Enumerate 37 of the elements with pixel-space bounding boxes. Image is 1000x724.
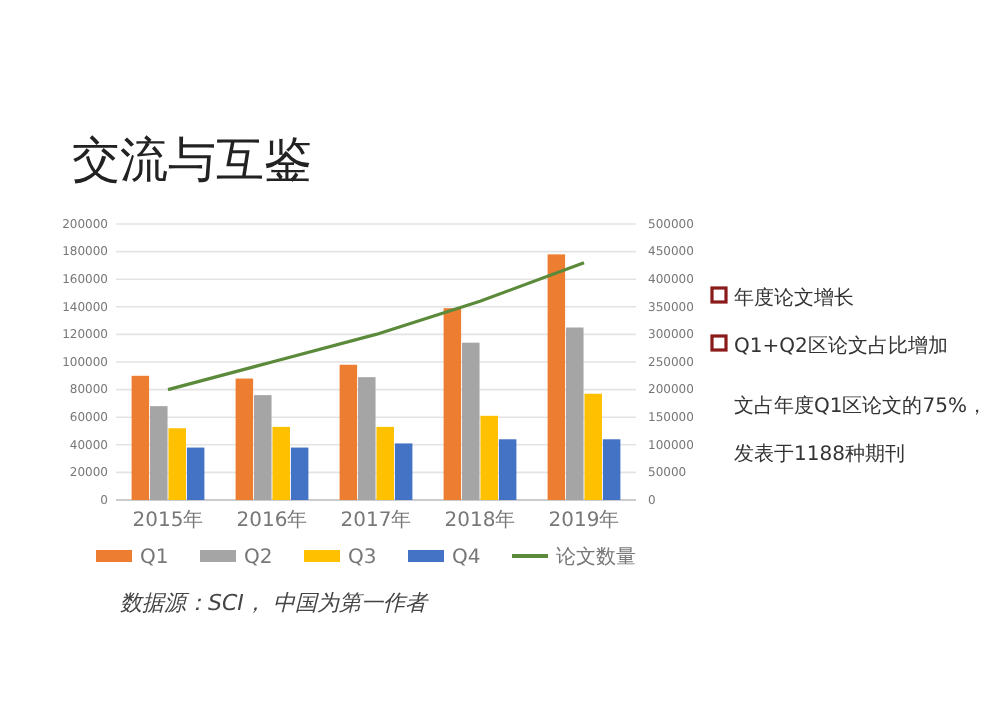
x-tick-label: 2019年 [548, 508, 620, 532]
bar [394, 443, 413, 500]
x-tick-label: 2016年 [236, 508, 308, 532]
text: 年度论文增长 [734, 286, 854, 310]
x-tick-label: 2017年 [340, 508, 412, 532]
bar [584, 393, 602, 500]
x-tick-label: 2018年 [444, 508, 516, 532]
legend-label: Q3 [348, 547, 377, 569]
bar [443, 308, 462, 500]
bar [462, 342, 480, 500]
x-tick-label: 2015年 [132, 508, 204, 532]
bar [186, 447, 205, 500]
text: Q1+Q2区论文占比增加 [734, 334, 948, 358]
chart-title: 交流与互鉴 [72, 132, 312, 188]
bar [290, 447, 309, 500]
bar [150, 406, 168, 500]
bar [168, 428, 186, 500]
bar [547, 254, 566, 500]
bar [602, 439, 621, 500]
bar [358, 377, 376, 500]
text: 文占年度Q1区论文的75%， [734, 394, 987, 418]
bar [131, 375, 150, 500]
text: 发表于1188种期刊 [734, 442, 905, 466]
bar [254, 395, 272, 500]
legend-label: Q4 [452, 547, 481, 569]
bar [566, 327, 584, 500]
bar [339, 364, 358, 500]
bar [498, 439, 517, 500]
bar [376, 426, 394, 500]
bar [480, 415, 498, 500]
bar [272, 426, 290, 500]
legend-label: Q2 [244, 547, 273, 569]
line-series [166, 261, 586, 392]
legend-label: 论文数量 [556, 545, 636, 569]
bar [235, 378, 254, 500]
text: 数据源：SCI， 中国为第一作者 [120, 590, 429, 616]
legend-label: Q1 [140, 547, 169, 569]
